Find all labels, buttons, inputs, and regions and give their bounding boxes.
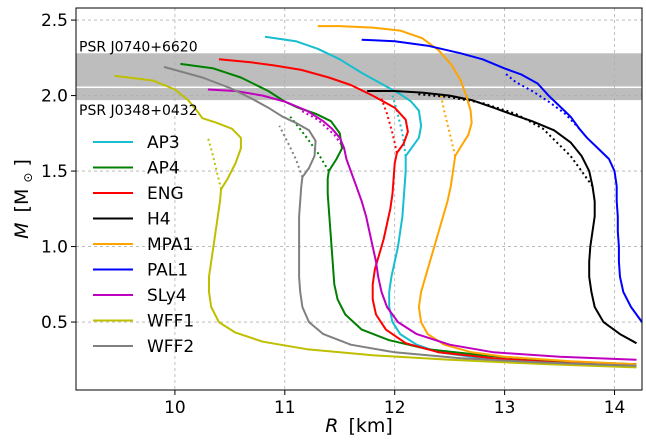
y-axis-unit: [M <box>11 189 33 213</box>
series-line-sly4 <box>207 88 637 361</box>
legend-item-sly4: SLy4 <box>93 286 187 306</box>
legend-item-ap4: AP4 <box>93 159 180 179</box>
band-label-j0348: PSR J0348+0432 <box>79 103 198 119</box>
y-tick-label: 2.5 <box>41 11 68 31</box>
legend: AP3 AP4 ENG H4 MPA1 PAL1 SLy4 WFF1 WFF2 <box>93 133 194 357</box>
series-dotted-wff1 <box>206 137 223 190</box>
legend-label: PAL1 <box>147 261 188 281</box>
band-label-j0740: PSR J0740+6620 <box>79 39 198 55</box>
series-dotted-eng <box>380 98 398 154</box>
plot-frame <box>75 7 643 391</box>
legend-item-eng: ENG <box>93 184 184 204</box>
series-dotted-h4 <box>416 93 594 187</box>
x-tick-label: 10 <box>164 398 186 418</box>
legend-label: WFF1 <box>147 312 194 332</box>
band-labels-layer: PSR J0740+6620 PSR J0348+0432 <box>79 39 198 119</box>
bands-layer <box>76 53 642 101</box>
series-line-mpa1 <box>317 25 637 366</box>
legend-label: H4 <box>147 210 171 230</box>
series-line-wff1 <box>114 74 637 369</box>
series-line-ap3 <box>264 35 637 366</box>
legend-item-pal1: PAL1 <box>93 261 188 281</box>
series-line-pal1 <box>361 38 643 323</box>
band-psr-j0348-0432 <box>76 88 642 101</box>
y-tick-label: 1.5 <box>41 162 68 182</box>
x-tick-label: 12 <box>384 398 406 418</box>
legend-label: MPA1 <box>147 235 193 255</box>
legend-label: SLy4 <box>147 286 187 306</box>
x-tick-label: 11 <box>274 398 296 418</box>
y-tick-label: 1.0 <box>41 238 68 258</box>
y-axis-label: M [M ⊙ ] <box>11 159 37 239</box>
legend-item-h4: H4 <box>93 210 171 230</box>
legend-item-wff2: WFF2 <box>93 337 194 357</box>
y-axis-unit-close: ] <box>11 159 33 166</box>
x-axis-label: R [km] <box>325 415 393 437</box>
series-dotted-ap4 <box>289 116 330 172</box>
x-axis-variable: R <box>325 415 338 437</box>
y-axis-unit-subscript: ⊙ <box>21 173 35 183</box>
legend-label: ENG <box>147 184 184 204</box>
x-tick-label: 13 <box>494 398 516 418</box>
legend-label: AP4 <box>147 159 180 179</box>
legend-label: AP3 <box>147 133 180 153</box>
series-dotted-wff2 <box>278 125 304 178</box>
series-layer <box>114 25 643 369</box>
y-axis-variable: M <box>11 223 33 239</box>
series-dotted-pal1 <box>503 72 581 130</box>
series-dotted-mpa1 <box>439 95 457 157</box>
x-tick-label: 14 <box>604 398 626 418</box>
series-line-wff2 <box>163 65 637 367</box>
legend-item-mpa1: MPA1 <box>93 235 193 255</box>
band-psr-j0740-6620 <box>76 53 642 87</box>
x-axis-unit: [km] <box>348 415 392 437</box>
legend-item-wff1: WFF1 <box>93 312 194 332</box>
legend-label: WFF2 <box>147 337 194 357</box>
y-tick-label: 2.0 <box>41 87 68 107</box>
series-line-ap4 <box>180 62 637 366</box>
legend-item-ap3: AP3 <box>93 133 180 153</box>
series-line-eng <box>218 58 637 366</box>
ticks-layer: 10 11 12 13 14 0.5 1.0 1.5 2.0 2.5 <box>41 11 625 418</box>
y-tick-label: 0.5 <box>41 313 68 333</box>
